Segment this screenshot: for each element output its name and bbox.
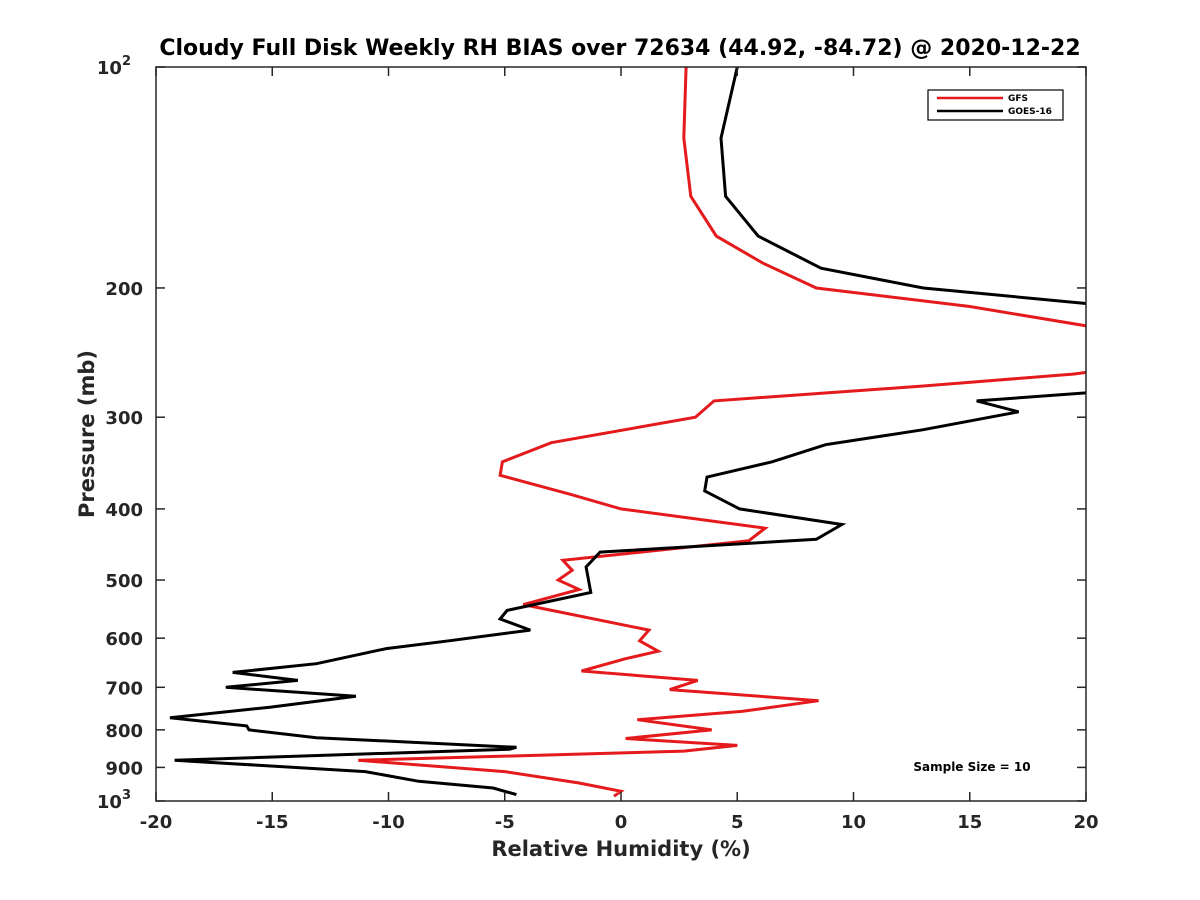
legend-label: GOES-16 bbox=[1008, 107, 1052, 117]
x-tick-label: 10 bbox=[841, 812, 866, 833]
x-tick-label: 5 bbox=[731, 812, 744, 833]
x-axis-label: Relative Humidity (%) bbox=[491, 837, 750, 861]
series-line-gfs bbox=[358, 67, 1086, 798]
x-tick-label: -15 bbox=[256, 812, 289, 833]
x-tick-label: -20 bbox=[140, 812, 173, 833]
x-tick-label: 0 bbox=[615, 812, 628, 833]
legend-label: GFS bbox=[1008, 94, 1028, 104]
y-axis-label: Pressure (mb) bbox=[75, 350, 99, 518]
x-tick-label: -10 bbox=[372, 812, 405, 833]
y-tick-label: 800 bbox=[105, 721, 143, 742]
y-tick-label: 300 bbox=[105, 408, 143, 429]
y-tick-label: 103 bbox=[97, 788, 131, 813]
y-tick-label: 500 bbox=[105, 571, 143, 592]
x-axis: -20 -15 -10 -5 0 5 10 15 20 bbox=[140, 67, 1099, 833]
x-tick-label: -5 bbox=[495, 812, 515, 833]
y-tick-label: 200 bbox=[105, 279, 143, 300]
sample-size-annotation: Sample Size = 10 bbox=[913, 760, 1030, 774]
y-tick-label: 102 bbox=[97, 54, 131, 79]
chart-title: Cloudy Full Disk Weekly RH BIAS over 726… bbox=[159, 36, 1080, 61]
x-tick-label: 20 bbox=[1073, 812, 1098, 833]
y-tick-label: 700 bbox=[105, 678, 143, 699]
legend: GFS GOES-16 bbox=[927, 89, 1064, 121]
y-axis: 102 200 300 400 500 600 700 800 900 103 bbox=[97, 54, 1086, 813]
legend-box bbox=[927, 89, 1064, 121]
y-tick-label: 600 bbox=[105, 629, 143, 650]
y-tick-label: 900 bbox=[105, 758, 143, 779]
series-line-goes-16 bbox=[169, 67, 1086, 797]
x-tick-label: 15 bbox=[957, 812, 982, 833]
plot-lines bbox=[169, 67, 1086, 798]
y-tick-label: 400 bbox=[105, 500, 143, 521]
